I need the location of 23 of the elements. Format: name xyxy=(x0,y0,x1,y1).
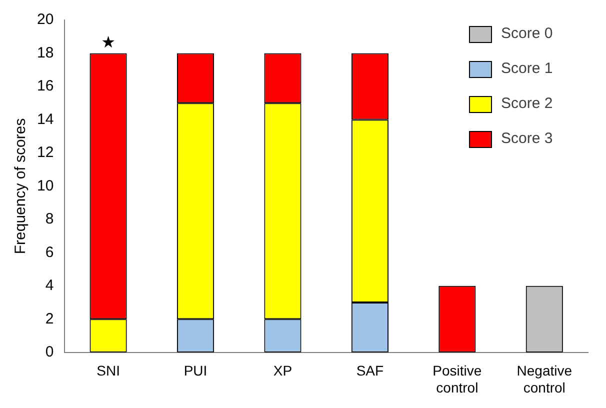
y-tick-label: 14 xyxy=(36,110,54,128)
legend-label: Score 2 xyxy=(501,95,553,112)
x-tick-label: Positive control xyxy=(432,362,482,396)
x-tick-label: PUI xyxy=(184,362,208,379)
annotation: ★ xyxy=(101,32,116,52)
x-tick-label: SAF xyxy=(356,362,384,379)
y-tick-label: 18 xyxy=(36,44,54,62)
y-tick-label: 10 xyxy=(36,177,54,194)
y-tick-label: 8 xyxy=(45,210,54,228)
legend-label: Score 0 xyxy=(501,25,553,42)
y-tick-label: 6 xyxy=(45,244,54,261)
y-tick-label: 20 xyxy=(36,11,54,28)
y-tick-label: 4 xyxy=(45,277,54,294)
x-tick-label: Negative control xyxy=(516,362,572,396)
legend-label: Score 1 xyxy=(501,60,553,78)
y-axis-title: Frequency of scores xyxy=(12,118,30,254)
y-tick-label: 16 xyxy=(36,78,54,95)
y-tick-label: 0 xyxy=(45,344,54,361)
y-tick-label: 2 xyxy=(45,310,54,328)
x-tick-label: XP xyxy=(273,362,292,379)
y-tick-label: 12 xyxy=(36,144,54,162)
x-tick-label: SNI xyxy=(96,362,120,379)
legend-label: Score 3 xyxy=(501,130,553,148)
